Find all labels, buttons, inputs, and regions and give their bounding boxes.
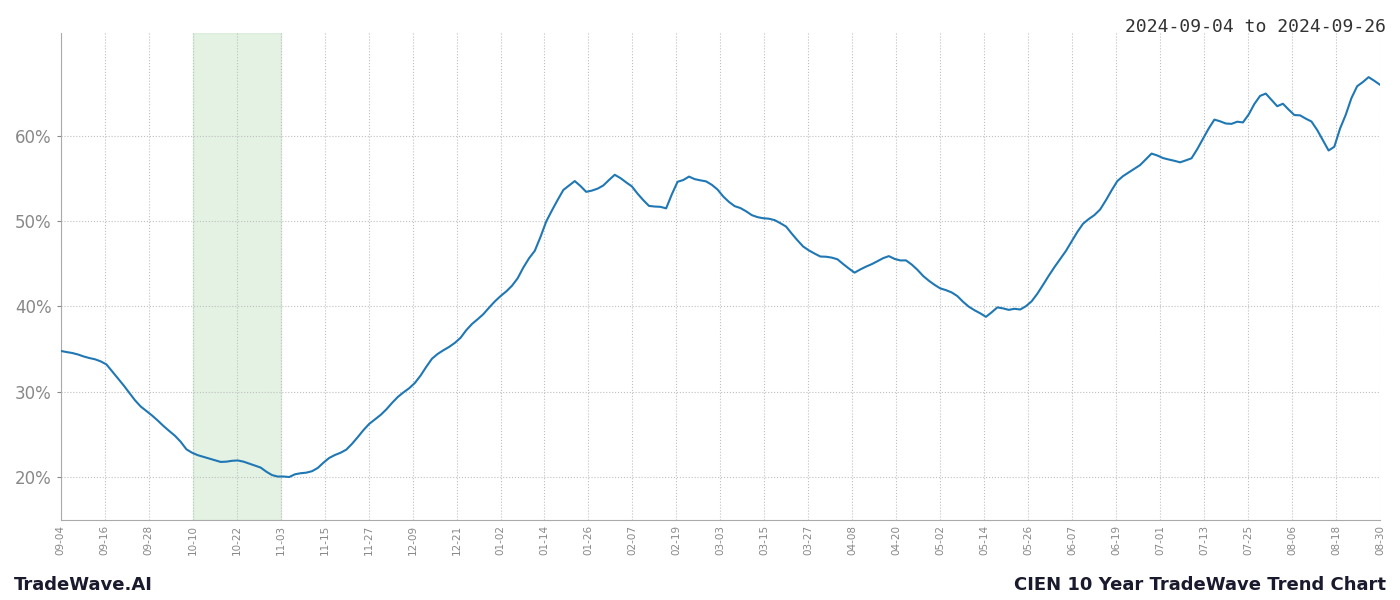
Text: TradeWave.AI: TradeWave.AI: [14, 576, 153, 594]
Bar: [193, 33, 280, 520]
Text: CIEN 10 Year TradeWave Trend Chart: CIEN 10 Year TradeWave Trend Chart: [1014, 576, 1386, 594]
Text: 2024-09-04 to 2024-09-26: 2024-09-04 to 2024-09-26: [1126, 18, 1386, 36]
